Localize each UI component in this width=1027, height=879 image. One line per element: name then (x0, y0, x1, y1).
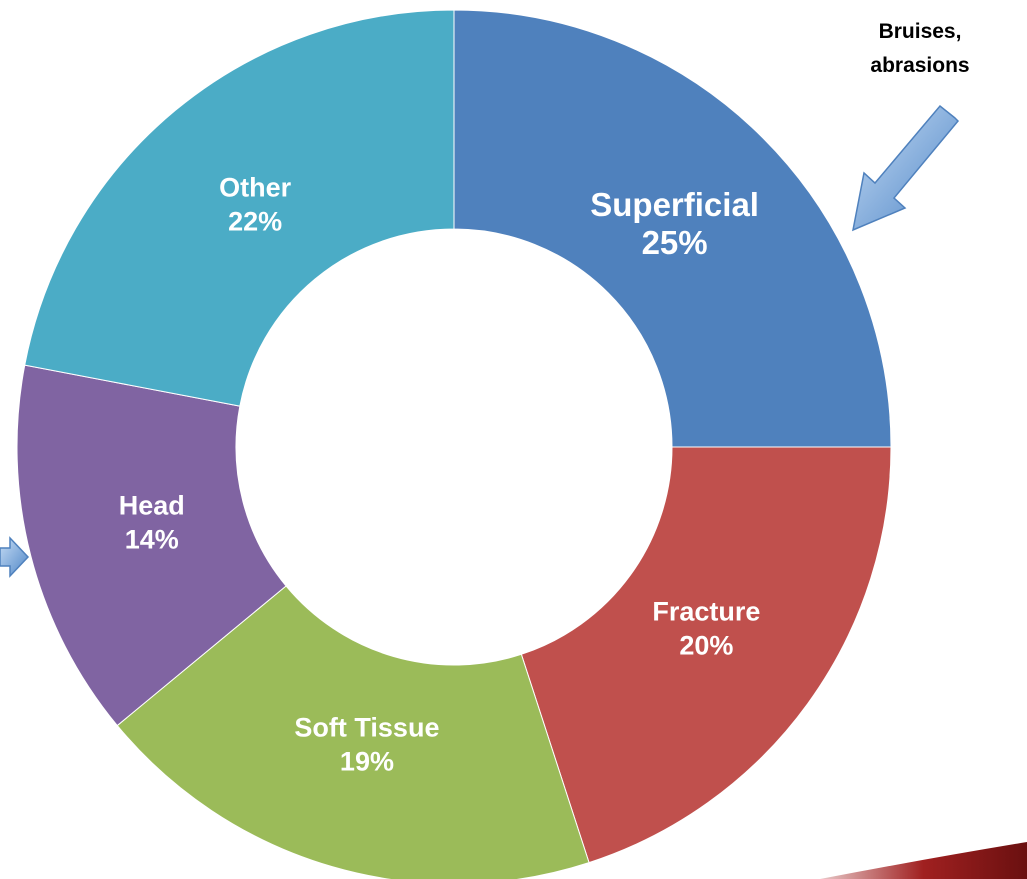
annotation: abrasions (870, 54, 969, 77)
value-label: 20% (679, 631, 733, 661)
slice-label: Superficial (590, 186, 759, 223)
slice-label: Head (119, 491, 185, 521)
value-label: 22% (228, 207, 282, 237)
decoration (820, 842, 1027, 879)
annotation-arrow (851, 104, 960, 232)
annotation: Bruises, (879, 20, 962, 43)
value-label: 14% (125, 525, 179, 555)
slice-label: Other (219, 173, 292, 203)
value-label: 25% (642, 224, 708, 261)
slice-label: Soft Tissue (294, 713, 439, 743)
slice (24, 9, 455, 407)
value-label: 19% (340, 747, 394, 777)
donut (16, 9, 892, 879)
slice (520, 446, 892, 864)
slice (453, 9, 892, 448)
annotation-arrow (0, 536, 30, 578)
slice (116, 585, 590, 879)
slice-label: Fracture (652, 597, 760, 627)
slice (16, 364, 287, 727)
